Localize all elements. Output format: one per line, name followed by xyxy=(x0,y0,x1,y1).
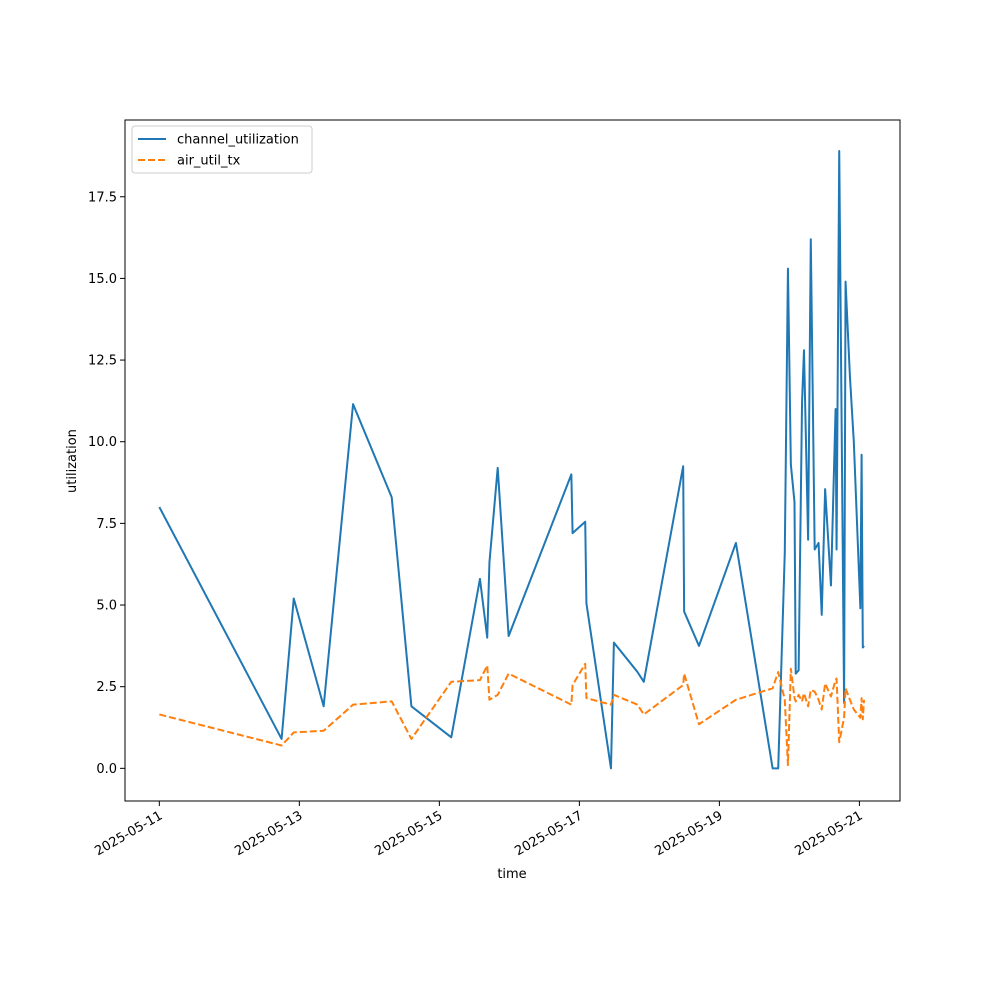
legend-label-air-util-tx: air_util_tx xyxy=(177,154,241,169)
y-tick-label: 17.5 xyxy=(88,190,117,205)
plot-frame xyxy=(124,119,901,802)
y-axis: 0.0 2.5 5.0 7.5 10.0 12.5 15.0 17.5 xyxy=(88,190,125,777)
legend-label-channel-utilization: channel_utilization xyxy=(177,133,299,148)
y-tick-label: 7.5 xyxy=(96,517,117,532)
series-lines xyxy=(158,150,866,770)
y-tick-label: 2.5 xyxy=(96,680,117,695)
y-tick-label: 5.0 xyxy=(96,599,117,614)
legend: channel_utilization air_util_tx xyxy=(131,125,313,174)
y-tick-label: 10.0 xyxy=(88,435,117,450)
series-line-channel-utilization xyxy=(158,150,865,770)
series-line-air-util-tx xyxy=(159,662,866,767)
legend-box xyxy=(131,125,313,174)
x-axis-label: time xyxy=(497,867,526,882)
y-axis-label: utilization xyxy=(65,429,80,493)
y-tick-label: 12.5 xyxy=(88,354,117,369)
y-tick-label: 15.0 xyxy=(88,272,117,287)
y-tick-label: 0.0 xyxy=(96,762,117,777)
